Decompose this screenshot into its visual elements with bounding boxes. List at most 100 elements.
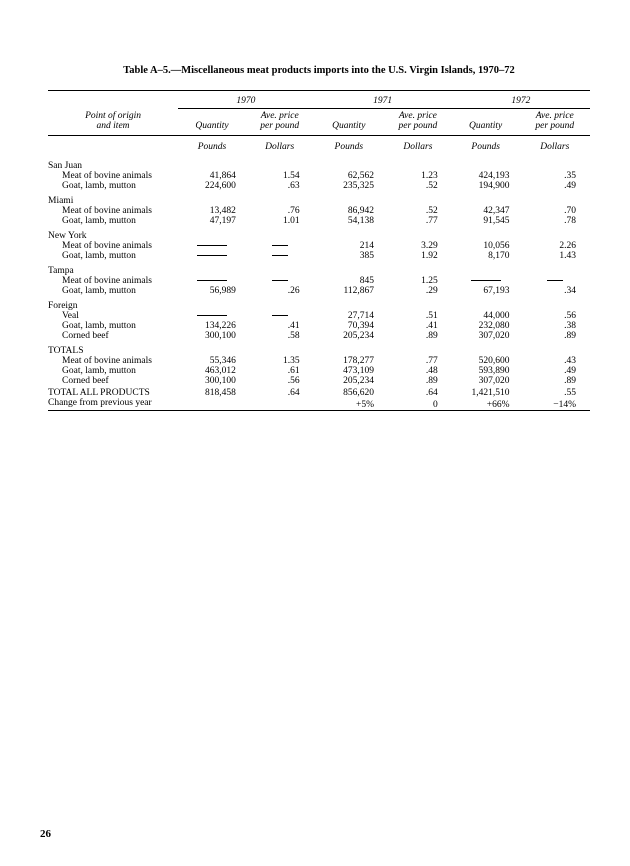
page-number: 26: [40, 828, 51, 840]
group-label: San Juan: [48, 156, 178, 171]
price-cell: 2.26: [520, 241, 590, 251]
table-row: Corned beef300,100.58205,234.89307,020.8…: [48, 331, 590, 341]
price-cell: .89: [520, 331, 590, 341]
group-header-row: Miami: [48, 191, 590, 206]
quantity-cell: 41,864: [178, 171, 246, 181]
price-cell: .78: [520, 216, 590, 226]
price-cell: [246, 311, 314, 321]
item-label: Meat of bovine animals: [48, 171, 178, 181]
item-label: Meat of bovine animals: [48, 356, 178, 366]
price-cell: .49: [520, 366, 590, 376]
price-cell: .56: [520, 311, 590, 321]
quantity-cell: 134,226: [178, 321, 246, 331]
quantity-cell: 473,109: [314, 366, 384, 376]
quantity-cell: 67,193: [452, 286, 520, 296]
price-cell: .56: [246, 376, 314, 386]
quantity-cell: [178, 276, 246, 286]
price-cell: 1.92: [384, 251, 452, 261]
price-cell: .49: [520, 181, 590, 191]
quantity-cell: 178,277: [314, 356, 384, 366]
quantity-cell: 307,020: [452, 376, 520, 386]
price-cell: 1.23: [384, 171, 452, 181]
quantity-cell: 424,193: [452, 171, 520, 181]
price-cell: .41: [384, 321, 452, 331]
quantity-cell: [178, 311, 246, 321]
quantity-cell: 91,545: [452, 216, 520, 226]
table-row: Goat, lamb, mutton 3851.928,1701.43: [48, 251, 590, 261]
quantity-cell: 42,347: [452, 206, 520, 216]
grand-label: TOTAL ALL PRODUCTS: [48, 386, 178, 398]
table-title: Table A–5.—Miscellaneous meat products i…: [48, 65, 590, 76]
quantity-cell: [178, 241, 246, 251]
table-row: Meat of bovine animals41,8641.5462,5621.…: [48, 171, 590, 181]
price-cell: .61: [246, 366, 314, 376]
table-row: Goat, lamb, mutton134,226.4170,394.41232…: [48, 321, 590, 331]
quantity-cell: 385: [314, 251, 384, 261]
table-row: Corned beef300,100.56205,234.89307,020.8…: [48, 376, 590, 386]
year-1970: 1970: [178, 93, 314, 109]
table-row: Veal27,714.5144,000.56: [48, 311, 590, 321]
quantity-cell: 235,325: [314, 181, 384, 191]
quantity-cell: 463,012: [178, 366, 246, 376]
price-cell: .34: [520, 286, 590, 296]
price-cell: .89: [520, 376, 590, 386]
item-label: Corned beef: [48, 376, 178, 386]
quantity-cell: 13,482: [178, 206, 246, 216]
price-cell: [520, 276, 590, 286]
price-cell: 1.43: [520, 251, 590, 261]
origin-header: Point of originand item: [48, 109, 178, 136]
table-row: Goat, lamb, mutton47,1971.0154,138.7791,…: [48, 216, 590, 226]
price-cell: .41: [246, 321, 314, 331]
quantity-cell: 55,346: [178, 356, 246, 366]
price-header: Ave. priceper pound: [246, 109, 314, 136]
quantity-cell: 56,989: [178, 286, 246, 296]
item-label: Goat, lamb, mutton: [48, 251, 178, 261]
table-row: Meat of bovine animals13,482.7686,942.52…: [48, 206, 590, 216]
quantity-cell: 205,234: [314, 376, 384, 386]
price-cell: .89: [384, 376, 452, 386]
price-cell: .26: [246, 286, 314, 296]
group-label: Miami: [48, 191, 178, 206]
quantity-cell: 8,170: [452, 251, 520, 261]
item-label: Veal: [48, 311, 178, 321]
quantity-cell: 47,197: [178, 216, 246, 226]
price-cell: .43: [520, 356, 590, 366]
price-cell: [246, 251, 314, 261]
price-cell: [246, 241, 314, 251]
item-label: Goat, lamb, mutton: [48, 321, 178, 331]
quantity-cell: 300,100: [178, 376, 246, 386]
price-cell: .89: [384, 331, 452, 341]
group-header-row: Foreign: [48, 296, 590, 311]
group-header-row: TOTALS: [48, 341, 590, 356]
quantity-cell: 44,000: [452, 311, 520, 321]
group-label: Tampa: [48, 261, 178, 276]
change-label: Change from previous year: [48, 398, 178, 411]
price-cell: 1.54: [246, 171, 314, 181]
year-1972: 1972: [452, 93, 590, 109]
quantity-cell: 194,900: [452, 181, 520, 191]
price-cell: [246, 276, 314, 286]
price-cell: .35: [520, 171, 590, 181]
unit-row: PoundsDollars PoundsDollars PoundsDollar…: [48, 135, 590, 156]
item-label: Goat, lamb, mutton: [48, 216, 178, 226]
quantity-cell: 54,138: [314, 216, 384, 226]
price-header: Ave. priceper pound: [384, 109, 452, 136]
group-label: TOTALS: [48, 341, 178, 356]
price-cell: .48: [384, 366, 452, 376]
group-header-row: Tampa: [48, 261, 590, 276]
quantity-cell: 307,020: [452, 331, 520, 341]
grand-total-row: TOTAL ALL PRODUCTS 818,458 .64 856,620 .…: [48, 386, 590, 398]
price-cell: .51: [384, 311, 452, 321]
change-row: Change from previous year +5% 0 +66% −14…: [48, 398, 590, 411]
data-table: 1970 1971 1972 Point of originand item Q…: [48, 90, 590, 411]
price-header: Ave. priceper pound: [520, 109, 590, 136]
price-cell: .29: [384, 286, 452, 296]
item-label: Corned beef: [48, 331, 178, 341]
table-row: Meat of bovine animals8451.25: [48, 276, 590, 286]
quantity-cell: 232,080: [452, 321, 520, 331]
quantity-cell: 520,600: [452, 356, 520, 366]
item-label: Meat of bovine animals: [48, 206, 178, 216]
price-cell: 3.29: [384, 241, 452, 251]
item-label: Meat of bovine animals: [48, 241, 178, 251]
table-row: Meat of bovine animals55,3461.35178,277.…: [48, 356, 590, 366]
